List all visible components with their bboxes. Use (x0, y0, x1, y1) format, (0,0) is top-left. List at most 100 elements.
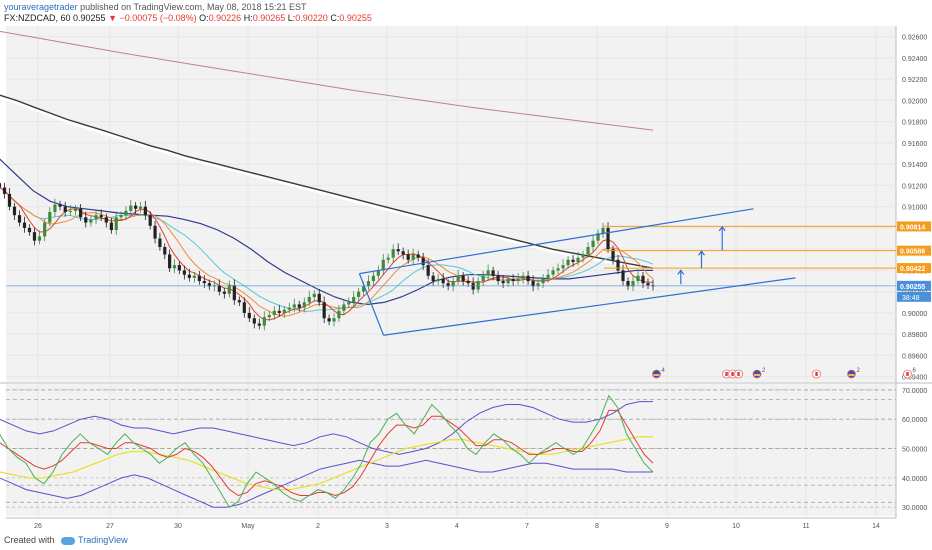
time-tick-label: 26 (34, 523, 42, 530)
candle-body (636, 275, 640, 282)
created-with-text: Created with (4, 535, 55, 545)
trading-chart[interactable]: 0.92600 0.92400 0.92200 0.92000 0.91800 0.916… (0, 26, 932, 531)
close-value: 0.90255 (339, 13, 372, 23)
candle-body (114, 217, 118, 231)
maple-leaf-icon (737, 372, 740, 376)
candle-body (172, 265, 177, 269)
candle-body (327, 318, 331, 322)
time-tick-label: 27 (106, 523, 114, 530)
candle-body (267, 315, 271, 318)
channel-left-line[interactable] (358, 273, 385, 336)
candle-body (153, 225, 157, 239)
candle-body (591, 240, 595, 248)
candle-body (396, 249, 400, 252)
price-tag-label: 0.90255 (900, 284, 925, 291)
candle-body (73, 208, 78, 211)
open-label: O: (199, 13, 209, 23)
candle-body (99, 215, 103, 218)
candle-body (342, 304, 346, 311)
countdown-label: 38:48 (902, 295, 920, 302)
candle-body (541, 278, 545, 284)
candle-body (621, 270, 625, 282)
candle-body (68, 210, 72, 212)
candle-body (168, 254, 172, 269)
candle-body (134, 205, 138, 209)
candle-body (366, 281, 371, 287)
candle-body (641, 275, 645, 284)
candle-body (187, 274, 191, 278)
rsi-line (0, 394, 654, 508)
candle-body (257, 323, 261, 326)
candle-body (158, 238, 162, 248)
candle-body (426, 265, 430, 276)
candle-body (436, 278, 440, 282)
candle-body (227, 285, 231, 294)
candle-body (581, 254, 585, 258)
candle-body (247, 312, 251, 319)
candle-body (177, 265, 181, 271)
time-tick-label: 8 (595, 523, 599, 530)
candle-body (197, 275, 201, 282)
price-tag (897, 263, 931, 274)
candle-body (352, 296, 356, 303)
candle-body (401, 251, 405, 255)
chart-header: youraveragetrader published on TradingVi… (0, 0, 932, 26)
candle-body (476, 281, 480, 290)
candle-body (411, 254, 415, 260)
candle-body (242, 302, 246, 313)
price-tick-label: 0.91400 (902, 162, 927, 169)
time-tick-label: 7 (525, 523, 529, 530)
up-arrow-icon[interactable] (698, 250, 705, 256)
price-pane-bg (6, 26, 896, 382)
candle-body (7, 193, 12, 207)
candle-body (506, 278, 510, 284)
candle-body (148, 215, 152, 226)
candle-body (207, 283, 211, 287)
tradingview-brand-link[interactable]: TradingView (78, 535, 128, 545)
candle-body (361, 286, 366, 292)
candle-body (596, 233, 600, 241)
candle-body (282, 309, 286, 313)
price-tick-label: 0.89600 (902, 353, 927, 360)
rsi-tick-label: 60.0000 (902, 417, 927, 424)
ma-navy-line (0, 158, 653, 306)
candle-body (441, 278, 445, 284)
ohlc-line: FX:NZDCAD, 60 0.90255 ▼ −0.00075 (−0.08%… (4, 13, 932, 24)
candle-body (337, 310, 341, 319)
candle-body (222, 291, 226, 294)
countdown-tag (897, 291, 931, 302)
candle-body (322, 302, 326, 319)
candle-body (12, 206, 17, 216)
price-tag (897, 280, 931, 291)
up-arrow-icon[interactable] (677, 269, 685, 275)
candle-body (446, 283, 450, 287)
ohlc-values: O:0.90226 H:0.90265 L:0.90220 C:0.90255 (199, 13, 372, 23)
channel-lower-line[interactable] (383, 277, 796, 336)
candle-body (292, 304, 296, 308)
candle-body (22, 222, 27, 228)
chart-footer: Created with TradingView (0, 531, 932, 550)
candle-body (104, 217, 108, 223)
candle-body (526, 275, 530, 282)
candle-body (646, 283, 650, 286)
candle-body (302, 302, 306, 308)
channel-upper-line[interactable] (359, 208, 754, 275)
candle-body (516, 278, 520, 282)
rsi-tick-label: 40.0000 (902, 476, 927, 483)
author-link[interactable]: youraveragetrader (4, 2, 78, 12)
candle-body (347, 302, 351, 305)
event-count: 6 (913, 368, 917, 374)
candle-body (566, 259, 570, 266)
candle-body (406, 254, 410, 260)
candle-body (297, 304, 301, 308)
candle-body (451, 281, 455, 287)
candle-body (17, 215, 22, 223)
candle-body (89, 219, 93, 223)
price-tick-label: 0.91200 (902, 183, 927, 190)
ma-black-line (0, 94, 654, 269)
high-value: 0.90265 (252, 13, 286, 23)
up-arrow-icon[interactable] (718, 225, 726, 232)
candle-body (421, 257, 425, 266)
price-tick-label: 0.91000 (902, 205, 927, 212)
candle-body (53, 204, 57, 212)
